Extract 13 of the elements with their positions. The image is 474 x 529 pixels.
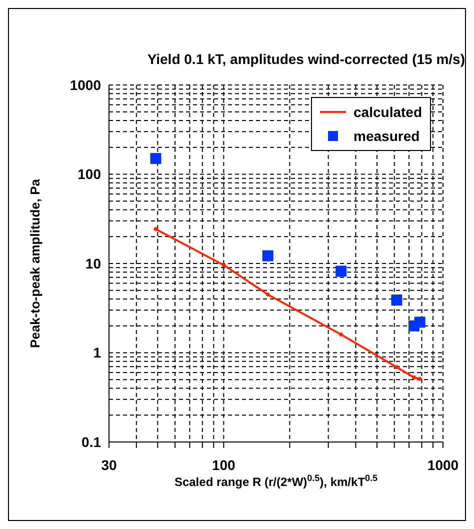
y-tick-label: 1000 — [70, 76, 102, 93]
x-tick-label: 1000 — [427, 456, 459, 473]
y-tick-label: 10 — [85, 255, 102, 272]
x-axis-title: Scaled range R (r/(2*W)$^{0.5}$), km/kT$^{0.5}$ — [174, 473, 378, 489]
y-tick-label: 0.1 — [82, 434, 102, 450]
legend-label: calculated — [354, 103, 422, 122]
y-tick-label: 100 — [78, 166, 102, 182]
x-tick-label: 30 — [101, 456, 117, 473]
y-axis-title: Peak-to-peak amplitude, Pa — [28, 178, 43, 348]
chart-title: Yield 0.1 kT, amplitudes wind-corrected (15 m/s) — [147, 51, 465, 67]
legend-label: measured — [354, 127, 420, 146]
x-tick-label: 100 — [212, 456, 236, 473]
y-tick-label: 1 — [93, 344, 102, 361]
